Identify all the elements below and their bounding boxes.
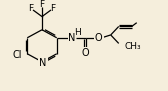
Text: N: N (39, 58, 47, 68)
Text: F: F (28, 4, 34, 13)
Text: F: F (39, 0, 45, 9)
Text: N: N (68, 33, 75, 43)
Text: O: O (95, 33, 102, 43)
Text: F: F (50, 4, 56, 13)
Text: O: O (82, 48, 90, 58)
Text: Cl: Cl (13, 50, 22, 60)
Text: CH₃: CH₃ (125, 42, 141, 51)
Text: H: H (74, 28, 80, 37)
